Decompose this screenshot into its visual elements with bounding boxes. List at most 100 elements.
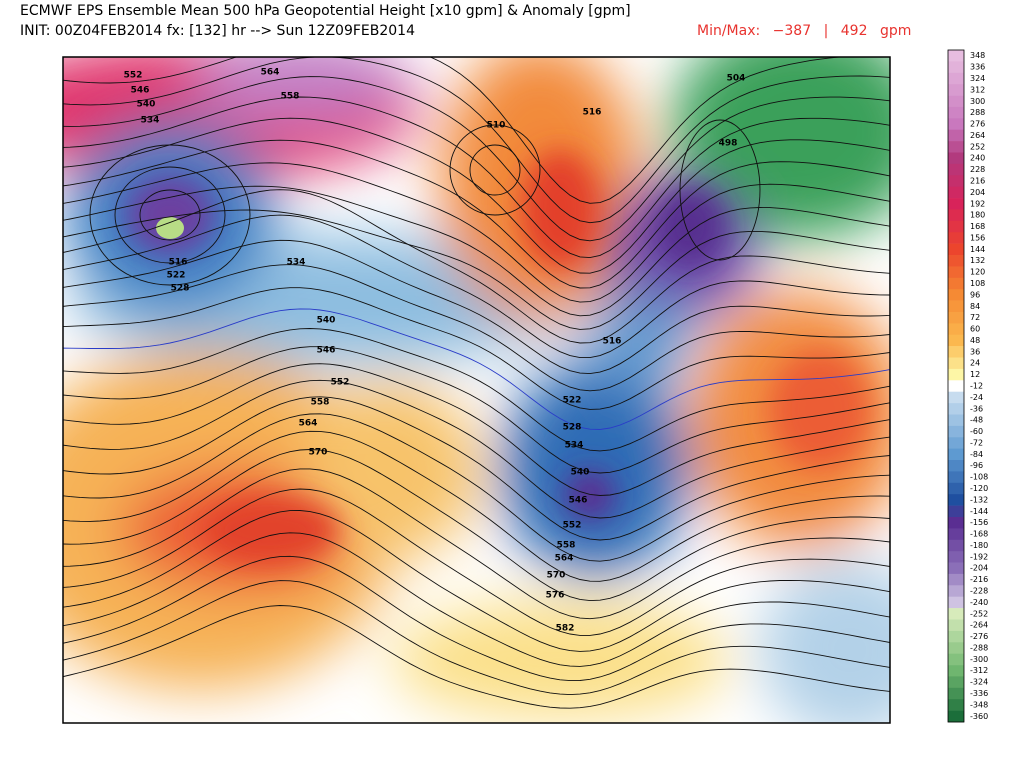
colorbar-label: 108 xyxy=(970,279,985,288)
colorbar-label: -252 xyxy=(970,609,988,618)
colorbar-box xyxy=(948,437,964,449)
colorbar-label: 96 xyxy=(970,290,980,299)
colorbar-box xyxy=(948,118,964,130)
height-contour xyxy=(63,430,890,582)
colorbar-label: 348 xyxy=(970,51,985,60)
colorbar-label: -36 xyxy=(970,404,983,413)
colorbar-label: -204 xyxy=(970,564,988,573)
colorbar-box xyxy=(948,596,964,609)
colorbar-box xyxy=(948,482,964,495)
height-contour xyxy=(63,510,890,652)
height-contour xyxy=(63,287,890,410)
colorbar-box xyxy=(948,653,964,666)
colorbar-label: 324 xyxy=(970,74,985,83)
contour-label: 564 xyxy=(261,68,280,78)
colorbar-label: -228 xyxy=(970,587,988,596)
colorbar-box xyxy=(948,61,964,74)
contour-label: 534 xyxy=(287,258,306,268)
colorbar-box xyxy=(948,209,964,222)
height-contour xyxy=(63,209,890,330)
colorbar-box xyxy=(948,403,964,415)
closed-contour xyxy=(449,124,541,216)
colorbar-label: 24 xyxy=(970,359,980,368)
contour-label: 546 xyxy=(317,346,336,356)
height-contour xyxy=(63,532,890,667)
colorbar-box xyxy=(948,505,964,518)
closed-contour xyxy=(114,166,226,264)
colorbar-box xyxy=(948,106,964,119)
init-line: INIT: 00Z04FEB2014 fx: [132] hr --> Sun … xyxy=(20,23,415,39)
colorbar-box xyxy=(948,72,964,85)
colorbar-box xyxy=(948,380,964,392)
colorbar-label: 228 xyxy=(970,165,985,174)
colorbar-label: 60 xyxy=(970,325,980,334)
height-contour xyxy=(63,117,890,274)
colorbar-box xyxy=(948,232,964,244)
colorbar-label: -300 xyxy=(970,655,988,664)
colorbar-box xyxy=(948,50,964,62)
colorbar-label: 192 xyxy=(970,199,985,208)
colorbar-box xyxy=(948,175,964,187)
contour-label: 570 xyxy=(547,571,566,581)
colorbar-label: 216 xyxy=(970,177,985,186)
colorbar-box xyxy=(948,460,964,472)
height-contour xyxy=(63,396,890,541)
colorbar-label: -180 xyxy=(970,541,988,550)
height-contour xyxy=(63,468,890,620)
colorbar-box xyxy=(948,630,964,643)
colorbar-label: -72 xyxy=(970,438,983,447)
colorbar-label: 120 xyxy=(970,268,985,277)
colorbar-box xyxy=(948,323,964,336)
colorbar-label: -360 xyxy=(970,712,988,721)
max-value: 492 xyxy=(840,23,868,39)
height-contour xyxy=(63,363,890,496)
colorbar-box xyxy=(948,312,964,324)
colorbar-label: 72 xyxy=(970,313,980,322)
title: ECMWF EPS Ensemble Mean 500 hPa Geopoten… xyxy=(20,3,631,19)
min-value: −387 xyxy=(772,23,812,39)
contour-label: 522 xyxy=(167,271,186,281)
height-contour xyxy=(63,239,890,375)
contour-label: 552 xyxy=(331,378,350,388)
contour-label: 552 xyxy=(124,71,143,81)
height-contour xyxy=(63,162,890,303)
colorbar-label: 156 xyxy=(970,233,985,242)
colorbar-box xyxy=(948,608,964,620)
colorbar-box xyxy=(948,699,964,711)
contour-label: 534 xyxy=(141,116,160,126)
colorbar-label: 168 xyxy=(970,222,985,231)
height-contour xyxy=(63,214,890,359)
colorbar-box xyxy=(948,471,964,484)
colorbar-label: -96 xyxy=(970,461,983,470)
colorbar-label: -132 xyxy=(970,495,988,504)
colorbar-label: -24 xyxy=(970,393,983,402)
contour-label: 528 xyxy=(171,284,190,294)
contour-label: 570 xyxy=(309,448,328,458)
colorbar-label: -240 xyxy=(970,598,988,607)
colorbar-box xyxy=(948,152,964,165)
closed-contour xyxy=(469,144,521,196)
colorbar-box xyxy=(948,551,964,563)
height-contour xyxy=(63,346,890,474)
contour-label: 528 xyxy=(563,423,582,433)
colorbar-box xyxy=(948,277,964,290)
colorbar-label: -48 xyxy=(970,416,983,425)
height-contour xyxy=(63,76,890,242)
contour-label: 546 xyxy=(569,496,588,506)
colorbar-box xyxy=(948,619,964,632)
contour-label: 558 xyxy=(311,398,330,408)
colorbar-box xyxy=(948,425,964,438)
contour-label: 522 xyxy=(563,396,582,406)
colorbar-label: 84 xyxy=(970,302,980,311)
colorbar-label: 276 xyxy=(970,120,985,129)
contour-label: 552 xyxy=(563,521,582,531)
colorbar-box xyxy=(948,220,964,233)
colorbar-label: -348 xyxy=(970,700,988,709)
colorbar-label: -312 xyxy=(970,666,988,675)
colorbar-box xyxy=(948,585,964,597)
colorbar-label: 132 xyxy=(970,256,985,265)
colorbar-box xyxy=(948,562,964,575)
colorbar-label: -264 xyxy=(970,621,988,630)
contour-label: 546 xyxy=(131,86,150,96)
